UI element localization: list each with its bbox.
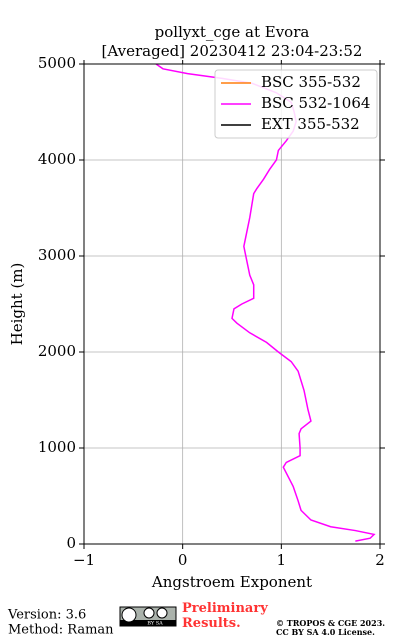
x-tick-label: −1 [73, 551, 95, 569]
status-box: Preliminary Results. [182, 601, 268, 631]
x-axis-label: Angstroem Exponent [151, 573, 312, 591]
y-tick-label: 4000 [38, 150, 76, 168]
chart-subtitle: [Averaged] 20230412 23:04-23:52 [102, 42, 363, 60]
cc-badge-strip [120, 620, 176, 626]
badge-text: BY SA [147, 621, 163, 627]
x-tick-label: 1 [277, 551, 287, 569]
by-icon [143, 607, 155, 619]
version: Version: 3.6 [7, 608, 86, 623]
y-tick-label: 3000 [38, 246, 76, 264]
copyright: © TROPOS & CGE 2023. [276, 618, 385, 628]
footer: Version: 3.6 Method: Raman BY SA Prelimi… [7, 601, 385, 638]
license: CC BY SA 4.0 License. [276, 627, 375, 637]
x-tick-label: 0 [178, 551, 188, 569]
cc-icon [121, 607, 137, 623]
plot-frame [83, 63, 381, 545]
y-tick-label: 5000 [38, 54, 76, 72]
method: Method: Raman [8, 623, 114, 638]
legend-label: BSC 355-532 [261, 73, 361, 91]
y-axis-label: Height (m) [8, 263, 26, 346]
legend-box [214, 69, 378, 139]
y-tick-label: 0 [66, 534, 76, 552]
y-tick-label: 2000 [38, 342, 76, 360]
legend-label: BSC 532-1064 [261, 94, 370, 112]
chart-title: pollyxt_cge at Evora [155, 23, 310, 41]
x-tick-label: 2 [375, 551, 385, 569]
status: Preliminary Results. [182, 601, 268, 631]
sa-icon [156, 607, 168, 619]
y-tick-label: 1000 [38, 438, 76, 456]
legend-label: EXT 355-532 [261, 115, 360, 133]
